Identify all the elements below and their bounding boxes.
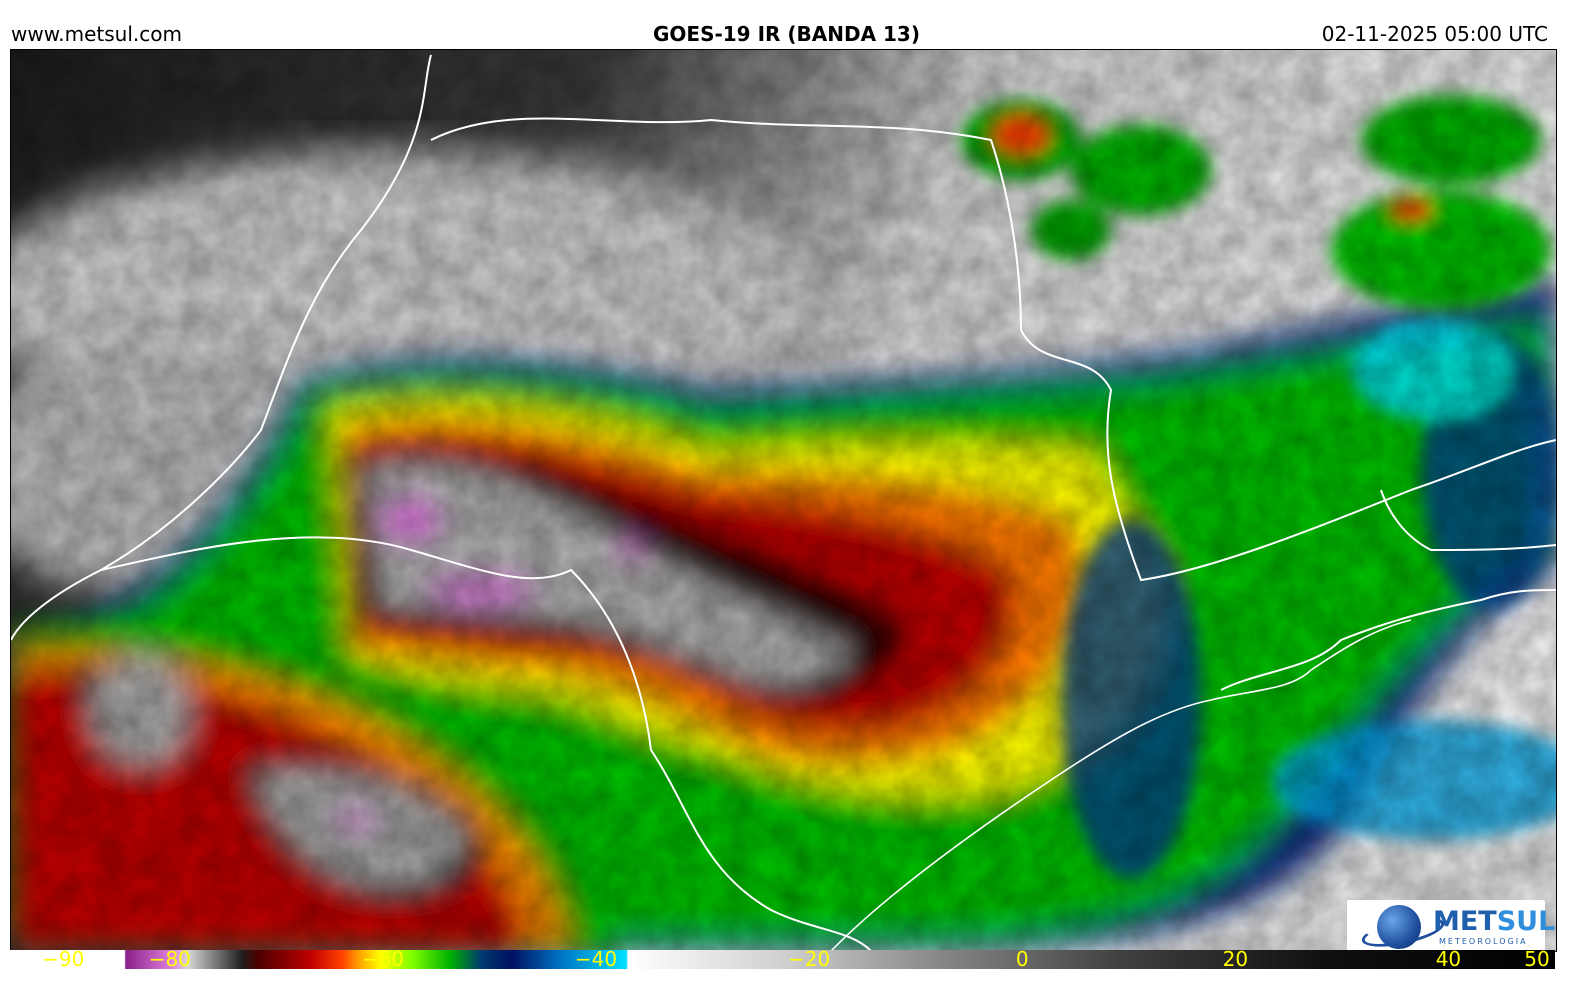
- colorbar-tick-label: 20: [1222, 950, 1249, 969]
- satellite-map: [10, 49, 1557, 952]
- colorbar-tick-label: −40: [574, 950, 618, 969]
- site-url: www.metsul.com: [11, 22, 182, 46]
- country-borders: [11, 54, 1556, 951]
- map-canvas: [11, 50, 1556, 951]
- colorbar-tick-label: −80: [148, 950, 191, 969]
- logo-brand: METSUL: [1433, 906, 1556, 937]
- colorbar-tick-label: 50: [1524, 950, 1550, 969]
- map-title: GOES-19 IR (BANDA 13): [652, 22, 920, 46]
- logo-tagline: METEOROLOGIA: [1439, 937, 1528, 946]
- timestamp: 02-11-2025 05:00 UTC: [1321, 22, 1548, 46]
- colorbar-tick-label: −20: [788, 950, 831, 969]
- coastline: [830, 619, 1412, 951]
- colorbar-tick-label: 40: [1435, 950, 1462, 969]
- colorbar-tick-label: 0: [1015, 950, 1029, 969]
- cloud-texture: [11, 50, 1556, 951]
- colorbar-tick-label: −60: [361, 950, 405, 969]
- metsul-logo: METSUL METEOROLOGIA: [1347, 900, 1555, 953]
- logo-globe-icon: [1377, 905, 1421, 949]
- colorbar-tick-label: −90: [42, 950, 85, 969]
- temperature-colorbar: −90 −80 −60 −40 −20 0 20 40 50: [10, 950, 1555, 969]
